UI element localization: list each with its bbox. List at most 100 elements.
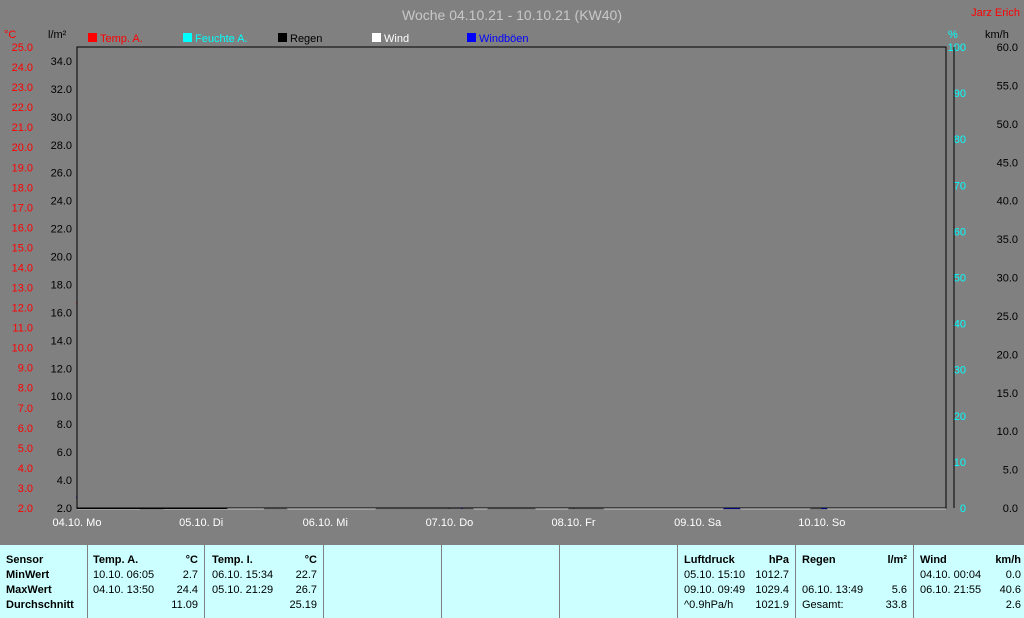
temp-tick-label: 3.0 xyxy=(18,483,33,495)
stats-temp-a-avg: 11.09 xyxy=(171,599,198,611)
temp-tick-label: 2.0 xyxy=(18,503,33,515)
day-label: 04.10. Mo xyxy=(53,517,102,529)
humidity-tick-label: 40 xyxy=(954,319,966,331)
wind-tick-label: 15.0 xyxy=(997,388,1018,400)
stats-rain-unit: l/m² xyxy=(887,554,907,566)
wind-unit-label: km/h xyxy=(985,29,1009,41)
temp-tick-label: 9.0 xyxy=(18,363,33,375)
stats-labels-column: Sensor MinWert MaxWert Durchschnitt xyxy=(0,545,88,618)
temp-tick-label: 11.0 xyxy=(12,323,33,335)
weather-chart: Woche 04.10.21 - 10.10.21 (KW40) Jarz Er… xyxy=(4,7,1020,529)
legend-label-1: Feuchte A. xyxy=(195,33,248,45)
stats-temp-a-min-time: 10.10. 06:05 xyxy=(93,569,155,581)
stats-label-sensor: Sensor xyxy=(6,554,44,566)
stats-pressure-avg: 1021.9 xyxy=(755,599,789,611)
rain-tick-label: 26.0 xyxy=(51,168,72,180)
stats-label-min: MinWert xyxy=(6,569,50,581)
rain-tick-label: 24.0 xyxy=(51,196,72,208)
legend-swatch-4 xyxy=(467,33,476,42)
temp-tick-label: 13.0 xyxy=(12,283,33,295)
stats-wind-unit: km/h xyxy=(995,554,1021,566)
stats-empty-column-3 xyxy=(560,545,678,618)
wind-tick-label: 5.0 xyxy=(1003,465,1018,477)
rain-tick-label: 2.0 xyxy=(57,503,72,515)
stats-wind-min-time: 04.10. 00:04 xyxy=(920,569,982,581)
stats-label-avg: Durchschnitt xyxy=(6,599,74,611)
stats-wind-max-time: 06.10. 21:55 xyxy=(920,584,982,596)
temp-tick-label: 25.0 xyxy=(12,42,33,54)
temp-tick-label: 17.0 xyxy=(12,202,33,214)
temp-tick-label: 22.0 xyxy=(12,102,33,114)
temp-tick-label: 15.0 xyxy=(12,242,33,254)
stats-temp-a-unit: °C xyxy=(185,554,198,566)
stats-wind-header: Wind xyxy=(920,554,947,566)
day-label: 10.10. So xyxy=(798,517,845,529)
temp-tick-label: 7.0 xyxy=(18,403,33,415)
wind-tick-label: 10.0 xyxy=(997,426,1018,438)
statistics-panel: Sensor MinWert MaxWert Durchschnitt Temp… xyxy=(0,545,1024,618)
legend-swatch-3 xyxy=(372,33,381,42)
stats-label-max: MaxWert xyxy=(6,584,52,596)
stats-wind-column: Wind km/h 04.10. 00:04 0.0 06.10. 21:55 … xyxy=(914,545,1024,618)
stats-temp-i-avg: 25.19 xyxy=(289,599,317,611)
temp-tick-label: 23.0 xyxy=(12,82,33,94)
stats-temp-a-max: 24.4 xyxy=(176,584,198,596)
rain-tick-label: 6.0 xyxy=(57,447,72,459)
stats-empty-column-2 xyxy=(442,545,560,618)
rain-tick-label: 4.0 xyxy=(57,475,72,487)
wind-tick-label: 60.0 xyxy=(997,42,1018,54)
stats-wind-avg: 2.6 xyxy=(1005,599,1021,611)
stats-temp-i-min: 22.7 xyxy=(295,569,317,581)
rain-tick-label: 30.0 xyxy=(51,112,72,124)
stats-pressure-header: Luftdruck xyxy=(684,554,735,566)
humidity-tick-label: 10 xyxy=(954,457,966,469)
day-label: 09.10. Sa xyxy=(674,517,722,529)
legend-swatch-0 xyxy=(88,33,97,42)
axis-ticks: 04.10. Mo 05.10. Di 06.10. Mi 07.10. Do 08.1… xyxy=(12,42,1018,529)
wind-tick-label: 50.0 xyxy=(997,119,1018,131)
wind-tick-label: 45.0 xyxy=(997,157,1018,169)
stats-pressure-unit: hPa xyxy=(768,554,789,566)
rain-tick-label: 12.0 xyxy=(51,363,72,375)
stats-temp-a-header: Temp. A. xyxy=(93,554,139,566)
stats-pressure-min: 1012.7 xyxy=(755,569,789,581)
temp-tick-label: 20.0 xyxy=(12,142,33,154)
temp-tick-label: 14.0 xyxy=(12,262,33,274)
rain-tick-label: 16.0 xyxy=(51,307,72,319)
temp-tick-label: 12.0 xyxy=(12,303,33,315)
humidity-tick-label: 30 xyxy=(954,365,966,377)
temp-tick-label: 6.0 xyxy=(18,423,33,435)
legend-swatch-2 xyxy=(278,33,287,42)
chart-legend: Temp. A. Feuchte A. Regen Wind Windböen xyxy=(88,33,529,45)
humidity-tick-label: 0 xyxy=(960,503,966,515)
humidity-tick-label: 70 xyxy=(954,180,966,192)
stats-rain-total: 33.8 xyxy=(885,599,907,611)
day-label: 08.10. Fr xyxy=(552,517,596,529)
humidity-tick-label: 90 xyxy=(954,88,966,100)
wind-tick-label: 25.0 xyxy=(997,311,1018,323)
rain-tick-label: 8.0 xyxy=(57,419,72,431)
stats-temp-i-header: Temp. I. xyxy=(212,554,253,566)
temp-tick-label: 16.0 xyxy=(12,222,33,234)
chart-title: Woche 04.10.21 - 10.10.21 (KW40) xyxy=(402,7,622,23)
temp-tick-label: 8.0 xyxy=(18,383,33,395)
day-label: 07.10. Do xyxy=(426,517,474,529)
rain-tick-label: 10.0 xyxy=(51,391,72,403)
stats-temp-a-column: Temp. A. °C 10.10. 06:05 2.7 04.10. 13:5… xyxy=(88,545,205,618)
rain-unit-label: l/m² xyxy=(48,29,67,41)
stats-pressure-column: Luftdruck hPa 05.10. 15:10 1012.7 09.10.… xyxy=(678,545,796,618)
wind-tick-label: 20.0 xyxy=(997,349,1018,361)
stats-wind-min: 0.0 xyxy=(1005,569,1021,581)
rain-tick-label: 20.0 xyxy=(51,252,72,264)
wind-tick-label: 0.0 xyxy=(1003,503,1018,515)
wind-tick-label: 30.0 xyxy=(997,273,1018,285)
stats-temp-i-column: Temp. I. °C 06.10. 15:34 22.7 05.10. 21:… xyxy=(205,545,324,618)
rain-tick-label: 22.0 xyxy=(51,224,72,236)
humidity-tick-label: 60 xyxy=(954,226,966,238)
stats-temp-i-min-time: 06.10. 15:34 xyxy=(212,569,274,581)
humidity-unit-label: % xyxy=(948,29,958,41)
humidity-tick-label: 50 xyxy=(954,273,966,285)
rain-tick-label: 34.0 xyxy=(51,56,72,68)
stats-temp-i-max: 26.7 xyxy=(295,584,317,596)
wind-tick-label: 40.0 xyxy=(997,196,1018,208)
